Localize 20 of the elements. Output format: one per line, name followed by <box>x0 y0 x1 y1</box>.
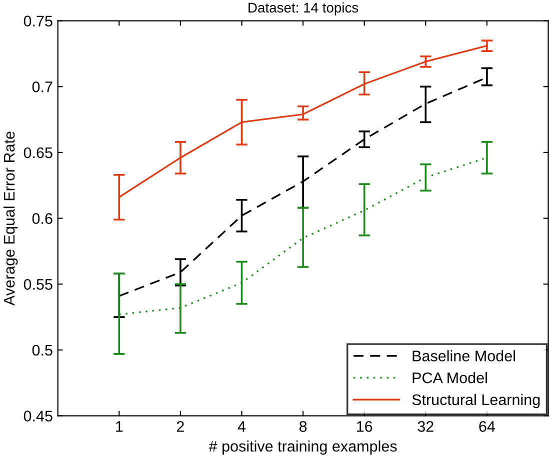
x-tick-label: 2 <box>176 421 184 432</box>
x-tick-label: 16 <box>357 421 372 432</box>
y-tick-label: 0.45 <box>24 410 52 422</box>
chart-title: Dataset: 14 topics <box>248 2 358 16</box>
y-tick-label: 0.65 <box>24 147 52 158</box>
x-axis-title: # positive training examples <box>208 440 397 455</box>
x-tick-label: 64 <box>479 421 495 432</box>
x-tick-label: 32 <box>418 421 434 432</box>
y-axis-title: Average Equal Error Rate <box>3 132 18 306</box>
legend-label: PCA Model <box>412 372 487 384</box>
y-tick-label: 0.75 <box>24 16 52 26</box>
x-tick-label: 8 <box>299 421 307 432</box>
legend-label: Baseline Model <box>412 350 515 362</box>
y-tick-label: 0.5 <box>32 344 52 356</box>
x-tick-label: 4 <box>238 421 246 432</box>
y-tick-label: 0.6 <box>32 213 52 224</box>
legend-label: Structural Learning <box>412 394 540 408</box>
y-tick-label: 0.7 <box>32 81 52 92</box>
x-tick-label: 1 <box>116 421 123 432</box>
y-tick-label: 0.55 <box>24 279 52 290</box>
